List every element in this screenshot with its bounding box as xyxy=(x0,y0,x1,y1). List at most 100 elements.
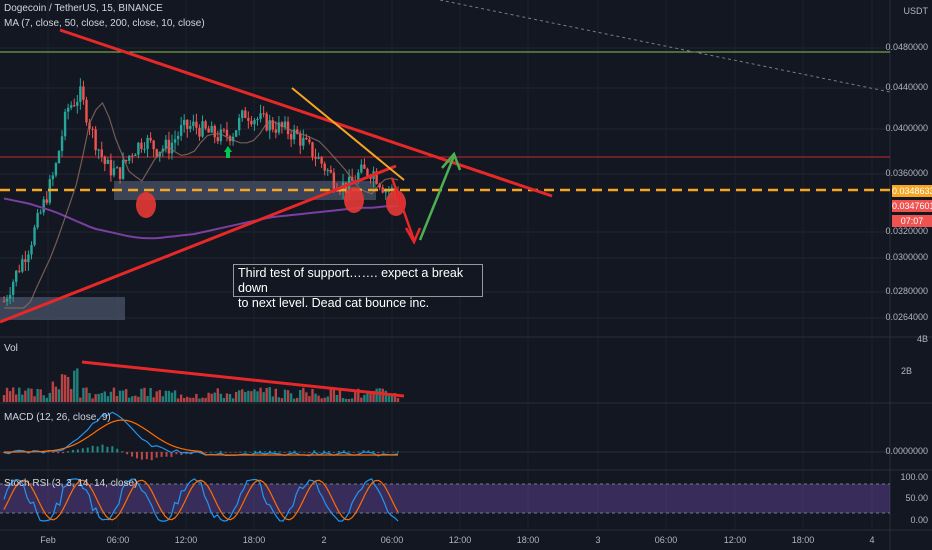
candle-body xyxy=(60,136,64,151)
ma-legend[interactable]: MA (7, close, 50, close, 200, close, 10,… xyxy=(4,18,205,29)
candle-body xyxy=(118,167,122,179)
volume-bar xyxy=(204,397,207,402)
volume-bar xyxy=(314,393,317,402)
volume-bar xyxy=(33,396,36,402)
macd-histogram-bar xyxy=(219,450,222,453)
volume-tick-2b: 2B xyxy=(900,366,912,376)
candle-body xyxy=(161,148,165,152)
time-tick-label: 12:00 xyxy=(723,535,747,545)
volume-bar xyxy=(198,398,201,402)
drawing-layer[interactable] xyxy=(0,28,890,324)
macd-histogram-bar xyxy=(397,451,399,453)
macd-histogram-bar xyxy=(121,451,124,453)
volume-bar xyxy=(179,394,183,402)
annotation-textbox[interactable]: Third test of support……. expect a break … xyxy=(233,264,483,310)
volume-bar xyxy=(320,398,323,402)
time-tick-label: 12:00 xyxy=(174,535,198,545)
volume-bar xyxy=(241,389,244,402)
price-tag-lower: 0.0347601 xyxy=(892,200,932,212)
volume-bar xyxy=(2,395,6,402)
candle-body xyxy=(183,119,186,126)
breakdown-arrow xyxy=(390,177,416,241)
candle-body xyxy=(69,105,73,108)
macd-histogram-bar xyxy=(328,451,331,453)
volume-bar xyxy=(128,397,131,402)
macd-histogram-bar xyxy=(377,452,380,454)
candle-body xyxy=(280,122,284,128)
candle-body xyxy=(173,139,177,143)
candle-body xyxy=(100,149,103,157)
volume-bar xyxy=(369,391,372,402)
volume-bar xyxy=(103,391,106,402)
volume-bar xyxy=(158,390,161,402)
candle-body xyxy=(5,298,9,302)
lower-support-box xyxy=(0,297,125,320)
volume-bar xyxy=(271,396,274,402)
time-tick-label: 12:00 xyxy=(448,535,472,545)
volume-bar xyxy=(228,394,232,402)
volume-bar xyxy=(280,398,284,402)
volume-bar xyxy=(332,388,336,402)
moving-average-lines xyxy=(3,101,399,309)
volume-bar xyxy=(344,398,348,402)
macd-histogram-bar xyxy=(283,452,286,453)
volume-bar xyxy=(299,390,302,402)
candle-body xyxy=(222,129,226,131)
candle-body xyxy=(329,169,333,173)
macd-histogram-bar xyxy=(342,450,345,453)
candle-body xyxy=(115,167,119,169)
candle-body xyxy=(66,107,70,112)
volume-bar xyxy=(259,387,262,402)
macd-histogram-bar xyxy=(150,452,153,461)
candle-body xyxy=(21,259,24,272)
candle-body xyxy=(198,127,201,137)
candle-body xyxy=(305,137,308,140)
volume-bar xyxy=(329,387,333,402)
volume-bar xyxy=(210,393,213,402)
volume-bar xyxy=(97,393,100,402)
macd-histogram-bar xyxy=(244,451,247,453)
volume-bar xyxy=(308,396,311,402)
volume-bar xyxy=(341,398,345,402)
candle-body xyxy=(152,140,155,150)
volume-bar xyxy=(134,395,137,402)
macd-histogram-bar xyxy=(357,451,360,453)
symbol-title[interactable]: Dogecoin / TetherUS, 15, BINANCE xyxy=(4,3,163,14)
volume-bar xyxy=(85,387,88,402)
volume-bar xyxy=(73,370,76,402)
candle-body xyxy=(189,126,192,129)
volume-bar xyxy=(237,390,241,402)
macd-histogram-bar xyxy=(249,451,252,453)
volume-bar xyxy=(69,389,73,402)
volume-bar xyxy=(311,388,314,402)
time-tick-label: 2 xyxy=(321,535,327,545)
volume-bar xyxy=(152,397,155,402)
volume-bar xyxy=(100,393,103,402)
macd-series xyxy=(0,411,890,461)
trend-line-dotted xyxy=(439,0,891,93)
candle-body xyxy=(234,130,238,137)
macd-histogram-bar xyxy=(76,449,79,453)
ma-200-line xyxy=(3,197,398,240)
volume-bar xyxy=(225,393,229,402)
volume-bar xyxy=(231,398,235,402)
volume-bar xyxy=(24,390,27,402)
volume-pane-title: Vol xyxy=(4,343,18,354)
volume-tick-4b: 4B xyxy=(916,334,928,344)
macd-histogram-bar xyxy=(372,450,375,453)
candle-body xyxy=(265,113,268,131)
price-tick-label: 0.0360000 xyxy=(885,168,928,178)
candle-body xyxy=(63,111,67,137)
candle-body xyxy=(247,117,250,121)
candle-body xyxy=(274,129,278,133)
candle-body xyxy=(204,121,207,129)
candle-body xyxy=(259,113,262,119)
volume-bar xyxy=(213,392,216,402)
candle-body xyxy=(216,137,219,142)
macd-histogram-bar xyxy=(7,452,10,454)
volume-bar xyxy=(112,387,116,402)
candle-body xyxy=(2,301,6,303)
macd-histogram-bar xyxy=(47,451,50,453)
volume-bar xyxy=(195,393,198,402)
